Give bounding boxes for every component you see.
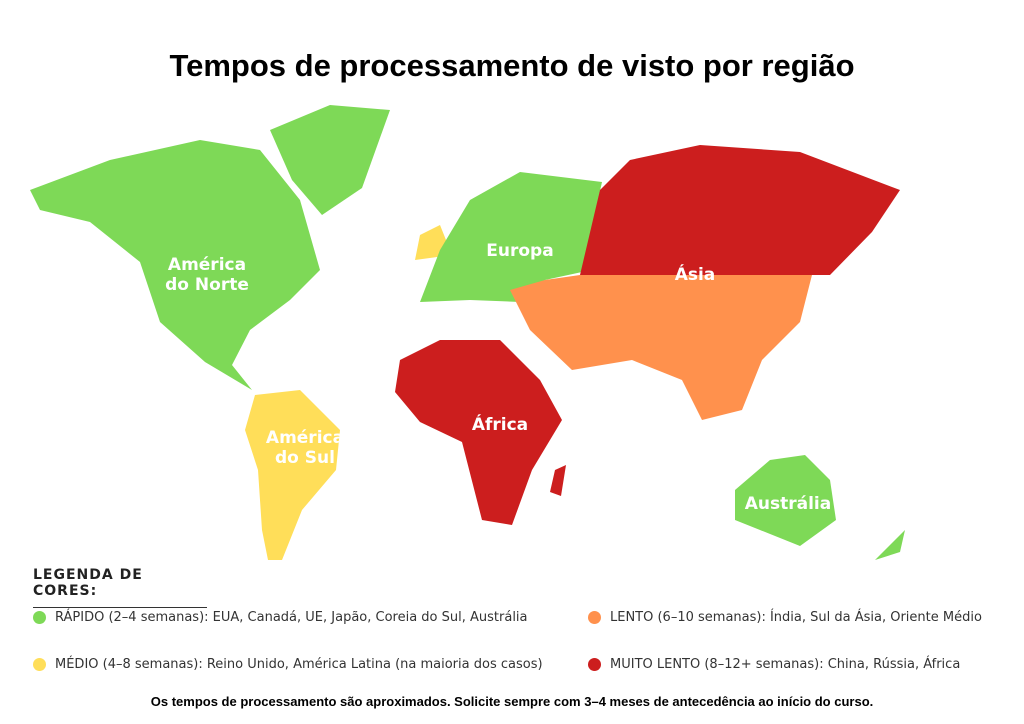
- asia-north: [580, 145, 900, 275]
- legend-text: MÉDIO (4–8 semanas): Reino Unido, Améric…: [55, 657, 543, 672]
- region-label: África: [472, 413, 528, 435]
- europe: [420, 172, 602, 302]
- legend-dot: [33, 658, 46, 671]
- new-zealand: [875, 530, 905, 560]
- greenland: [270, 105, 390, 215]
- legend-text: RÁPIDO (2–4 semanas): EUA, Canadá, UE, J…: [55, 610, 528, 625]
- legend-dot: [588, 658, 601, 671]
- legend-text: LENTO (6–10 semanas): Índia, Sul da Ásia…: [610, 610, 982, 625]
- north-america: [30, 140, 320, 390]
- legend-item: RÁPIDO (2–4 semanas): EUA, Canadá, UE, J…: [33, 608, 555, 627]
- legend-dot: [588, 611, 601, 624]
- legend-item: MUITO LENTO (8–12+ semanas): China, Rúss…: [588, 655, 1024, 674]
- asia-south: [510, 275, 812, 420]
- south-america: [245, 390, 340, 560]
- region-label: Austrália: [745, 494, 832, 514]
- map: América do Norte Europa Ásia América do Su…: [30, 105, 905, 560]
- legend-text: MUITO LENTO (8–12+ semanas): China, Rúss…: [610, 657, 961, 672]
- title: Tempos de processamento de visto por reg…: [169, 48, 855, 83]
- legend-heading: LEGENDA DE CORES:: [33, 567, 207, 608]
- footnote: Os tempos de processamento são aproximad…: [150, 694, 874, 709]
- africa: [395, 340, 562, 525]
- continents: [30, 105, 905, 560]
- australia: [735, 455, 836, 546]
- region-label: Ásia: [675, 263, 716, 285]
- region-label: América do Sul: [266, 428, 344, 468]
- legend-item: MÉDIO (4–8 semanas): Reino Unido, Améric…: [33, 655, 575, 674]
- legend-item: LENTO (6–10 semanas): Índia, Sul da Ásia…: [588, 608, 1010, 627]
- region-label: Europa: [486, 241, 553, 261]
- madagascar: [550, 465, 566, 496]
- region-label: América do Norte: [165, 255, 249, 295]
- legend-dot: [33, 611, 46, 624]
